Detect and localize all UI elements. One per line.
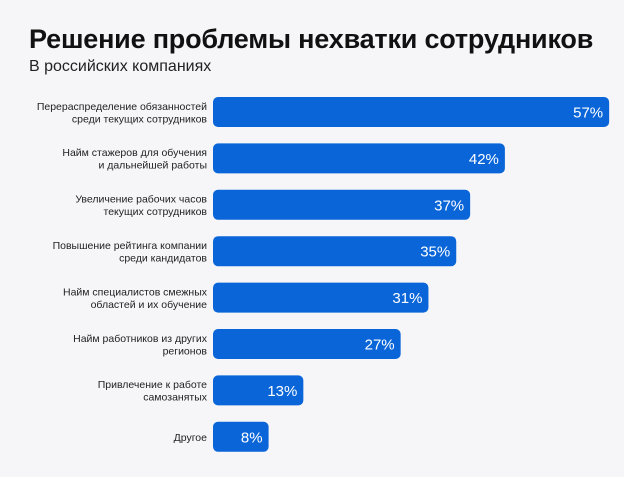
data-label: 37% xyxy=(434,197,464,214)
category-label: Другое xyxy=(174,432,208,444)
category-label: текущих сотрудников xyxy=(104,206,208,218)
category-label: среди кандидатов xyxy=(119,252,207,264)
bar xyxy=(213,143,505,174)
data-label: 27% xyxy=(365,337,395,354)
category-label: Перераспределение обязанностей xyxy=(37,101,207,113)
data-label: 31% xyxy=(392,290,422,307)
category-label: Найм работников из других xyxy=(73,333,208,345)
category-label: Увеличение рабочих часов xyxy=(75,194,207,206)
category-label: Найм стажеров для обучения xyxy=(62,147,207,159)
bar xyxy=(213,236,457,267)
chart-subtitle: В российских компаниях xyxy=(29,58,212,75)
bar xyxy=(213,375,304,406)
bar xyxy=(213,282,429,313)
data-label: 57% xyxy=(573,105,603,122)
category-label: и дальнейшей работы xyxy=(98,160,207,172)
category-label: регионов xyxy=(163,345,208,357)
data-label: 35% xyxy=(420,244,450,261)
data-label: 42% xyxy=(469,151,499,168)
bar xyxy=(213,329,401,359)
bar xyxy=(213,97,610,127)
bar xyxy=(213,189,471,220)
category-label: областей и их обучение xyxy=(91,299,208,311)
category-label: Привлечение к работе xyxy=(98,379,207,391)
category-label: Повышение рейтинга компании xyxy=(53,240,208,252)
bar xyxy=(213,421,269,452)
category-label: среди текущих сотрудников xyxy=(72,113,208,125)
chart-title: Решение проблемы нехватки сотрудников xyxy=(29,24,594,54)
data-label: 13% xyxy=(267,383,297,400)
data-label: 8% xyxy=(241,429,263,446)
category-label: Найм специалистов смежных xyxy=(63,286,208,298)
category-label: самозанятых xyxy=(143,392,208,404)
